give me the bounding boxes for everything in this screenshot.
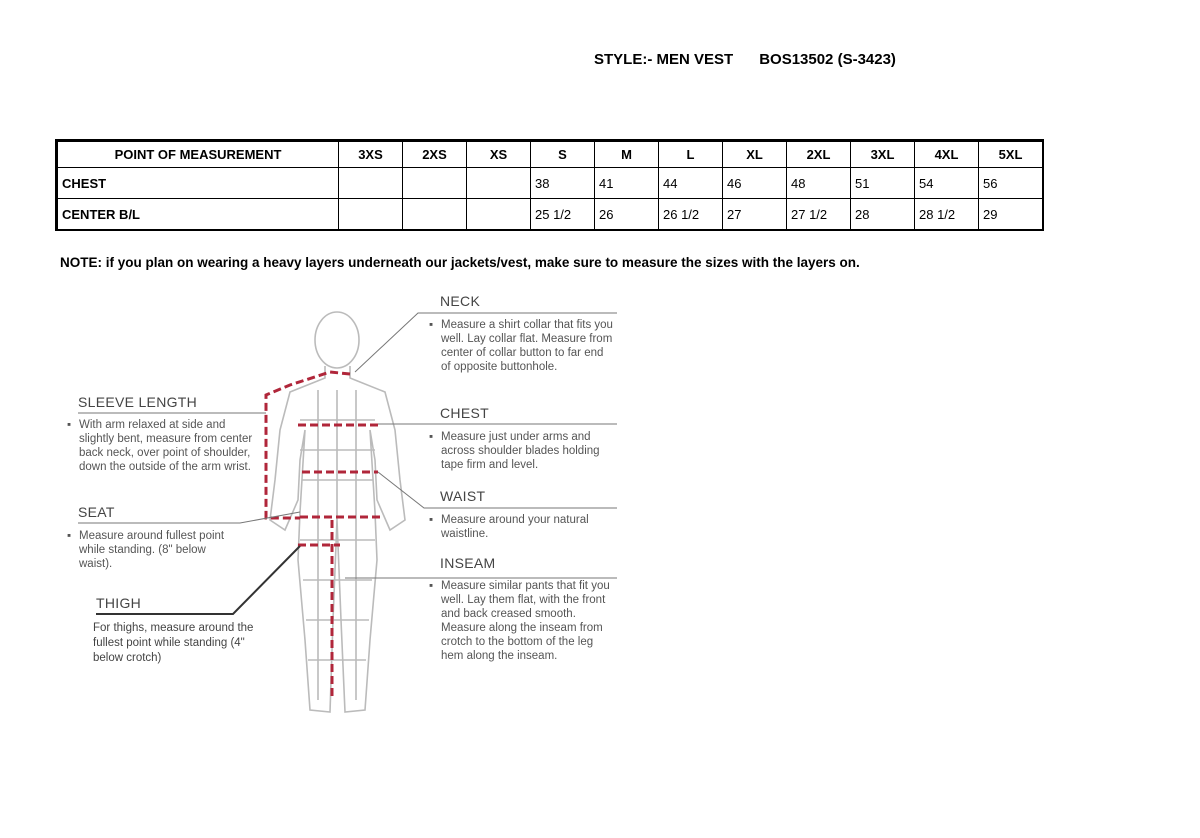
measurement-cell xyxy=(338,198,403,231)
sleeve-title: SLEEVE LENGTH xyxy=(78,394,198,410)
measurement-cell: 26 xyxy=(594,198,659,231)
waist-text: Measure around your natural waistline. xyxy=(429,513,591,541)
row-label: CENTER B/L xyxy=(55,198,339,231)
measurement-cell xyxy=(466,167,531,199)
thigh-title: THIGH xyxy=(96,595,142,611)
chest-text: Measure just under arms and across shoul… xyxy=(429,430,616,472)
header-cell: L xyxy=(658,139,723,168)
header-cell: S xyxy=(530,139,595,168)
thigh-text: For thighs, measure around the fullest p… xyxy=(93,622,254,664)
header-cell: 5XL xyxy=(978,139,1044,168)
measurement-cell xyxy=(402,167,467,199)
neck-title: NECK xyxy=(440,293,481,309)
row-label: CHEST xyxy=(55,167,339,199)
measurement-cell: 25 1/2 xyxy=(530,198,595,231)
table-row: CENTER B/L 25 1/2 26 26 1/2 27 27 1/2 28 28 1/2… xyxy=(55,198,1044,231)
inseam-text: Measure similar pants that fit you well.… xyxy=(429,579,613,663)
measurement-cell xyxy=(402,198,467,231)
measurement-cell: 56 xyxy=(978,167,1044,199)
measurement-cell: 51 xyxy=(850,167,915,199)
header-cell: 3XL xyxy=(850,139,915,168)
header-cell: POINT OF MEASUREMENT xyxy=(55,139,339,168)
style-label: STYLE:- MEN VEST xyxy=(594,51,734,68)
callout-lines xyxy=(78,312,617,615)
measurement-lines xyxy=(264,370,382,700)
seat-text: Measure around fullest point while stand… xyxy=(67,529,229,571)
measurement-cell: 54 xyxy=(914,167,979,199)
measurement-cell: 38 xyxy=(530,167,595,199)
measurement-cell: 27 1/2 xyxy=(786,198,851,231)
measurement-cell: 28 xyxy=(850,198,915,231)
measurement-cell: 27 xyxy=(722,198,787,231)
neck-text: Measure a shirt collar that fits you wel… xyxy=(429,318,616,374)
header-cell: M xyxy=(594,139,659,168)
measurement-cell: 29 xyxy=(978,198,1044,231)
size-table: POINT OF MEASUREMENT 3XS 2XS XS S M L XL… xyxy=(55,139,1044,231)
header-cell: XL xyxy=(722,139,787,168)
measurement-cell xyxy=(466,198,531,231)
seat-title: SEAT xyxy=(78,504,115,520)
measurement-cell: 41 xyxy=(594,167,659,199)
measurement-cell xyxy=(338,167,403,199)
measurement-cell: 26 1/2 xyxy=(658,198,723,231)
style-title: STYLE:- MEN VEST BOS13502 (S-3423) xyxy=(594,51,922,68)
table-header-row: POINT OF MEASUREMENT 3XS 2XS XS S M L XL… xyxy=(55,139,1044,168)
measurement-cell: 48 xyxy=(786,167,851,199)
sleeve-text: With arm relaxed at side and slightly be… xyxy=(67,418,254,474)
note-text: NOTE: if you plan on wearing a heavy lay… xyxy=(60,255,860,270)
table-row: CHEST 38 41 44 46 48 51 54 56 xyxy=(55,167,1044,199)
inseam-title: INSEAM xyxy=(440,555,496,571)
chest-title: CHEST xyxy=(440,405,489,421)
header-cell: 2XS xyxy=(402,139,467,168)
waist-title: WAIST xyxy=(440,488,486,504)
measurement-cell: 28 1/2 xyxy=(914,198,979,231)
style-code: BOS13502 (S-3423) xyxy=(759,51,896,68)
